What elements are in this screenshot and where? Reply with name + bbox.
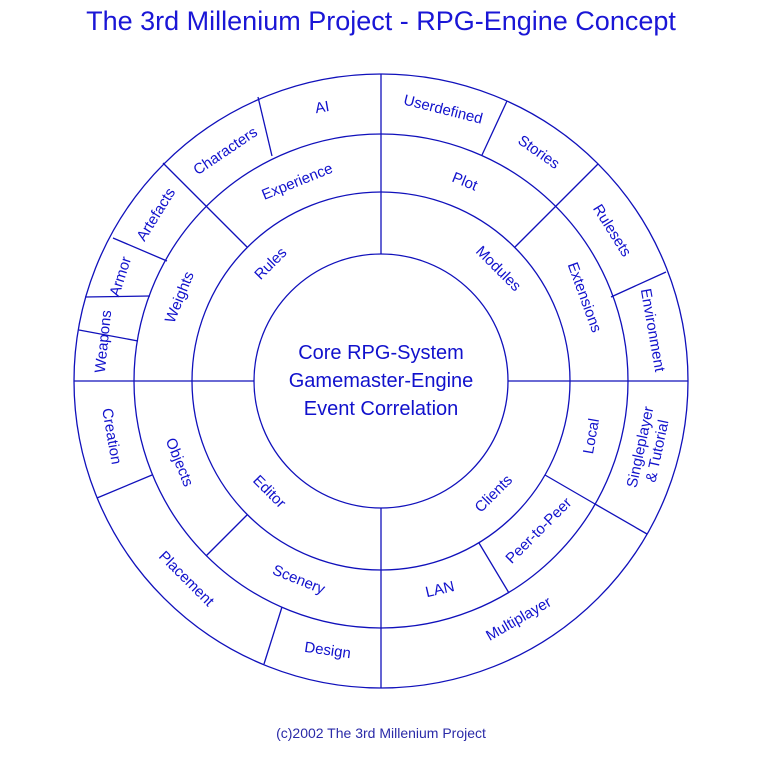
label-objects: Objects [162, 436, 197, 490]
divider-out-ai-left [257, 96, 273, 157]
label-modules: Modules [472, 243, 524, 295]
core-line-1: Core RPG-System [298, 342, 464, 364]
divider-mid-weights-exp [205, 205, 248, 248]
divider-out-placement-creation [96, 474, 153, 499]
label-artefacts: Artefacts [133, 185, 179, 244]
divider-out-design-placement [263, 606, 283, 665]
label-clients: Clients [472, 472, 516, 516]
label-environment: Environment [637, 287, 669, 374]
divider-out-chars-ai [162, 162, 207, 207]
label-weights: Weights [162, 269, 198, 325]
divider-out-armor-artefacts [84, 295, 151, 298]
label-scenery: Scenery [270, 562, 328, 599]
label-local: Local [580, 417, 603, 455]
label-creation: Creation [98, 407, 125, 466]
label-lan: LAN [424, 578, 456, 601]
copyright-footer: (c)2002 The 3rd Millenium Project [276, 725, 486, 741]
label-userdefined: Userdefined [402, 92, 485, 128]
label-armor: Armor [106, 255, 135, 299]
divider-mid-p2p-lan [478, 542, 510, 594]
divider-out-user-stories [481, 100, 508, 156]
label-experience: Experience [259, 160, 335, 204]
label-plot: Plot [450, 169, 481, 195]
label-rulesets: Rulesets [589, 201, 634, 260]
divider-out-artefacts-chars [112, 237, 168, 262]
label-peer-to-peer: Peer-to-Peer [502, 494, 575, 567]
label-extensions: Extensions [564, 260, 605, 335]
divider-out-rulesets-env [610, 271, 667, 298]
divider-mid-plot-ext [514, 205, 557, 248]
diagram-title: The 3rd Millenium Project - RPG-Engine C… [86, 6, 676, 36]
core-line-3: Event Correlation [304, 398, 459, 420]
divider-out-stories-rulesets [555, 163, 599, 207]
label-editor: Editor [249, 472, 289, 512]
label-design: Design [303, 639, 352, 662]
label-weapons: Weapons [92, 309, 116, 374]
divider-out-weapons-armor [78, 329, 139, 342]
label-ai: AI [314, 98, 331, 117]
core-line-2: Gamemaster-Engine [289, 370, 474, 392]
label-rules: Rules [251, 244, 290, 283]
label-stories: Stories [515, 132, 563, 173]
divider-mid-local-p2p [544, 474, 596, 505]
divider-mid-scenery-objects [205, 514, 248, 557]
divider-out-single-multi [594, 503, 648, 535]
